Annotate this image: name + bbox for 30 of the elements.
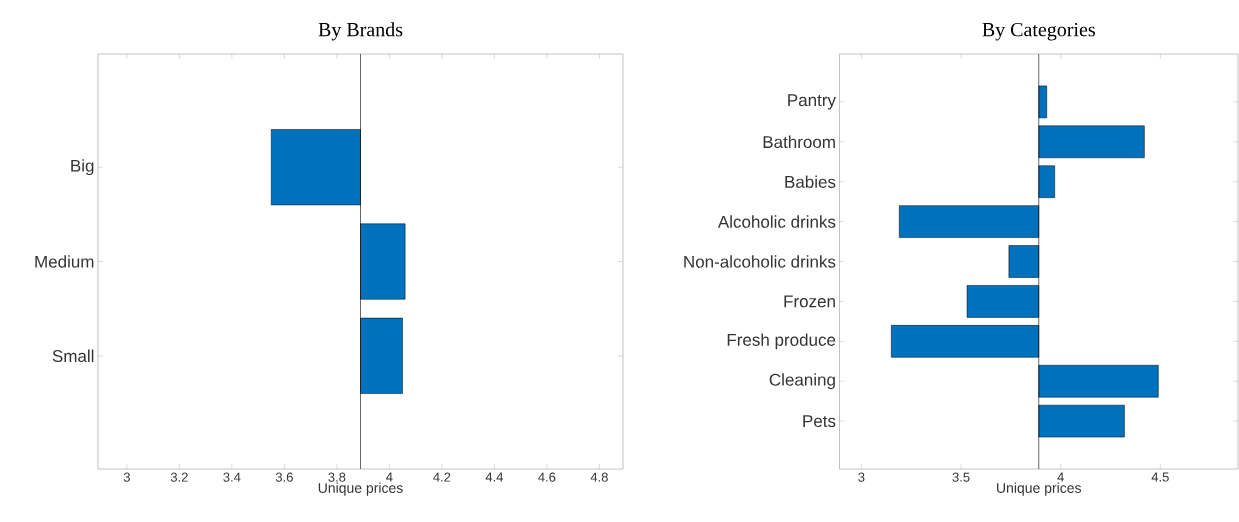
y-tick-label: Small bbox=[52, 349, 94, 363]
x-tick-label: 3.5 bbox=[952, 472, 970, 482]
x-tick-label: 3.4 bbox=[223, 472, 241, 482]
x-tick-label: 3.6 bbox=[275, 472, 293, 482]
y-tick-label: Pets bbox=[803, 415, 836, 428]
x-tick-label: 4.5 bbox=[1151, 472, 1169, 482]
y-tick-label: Medium bbox=[35, 255, 94, 268]
x-tick-label: 3.2 bbox=[170, 472, 188, 482]
y-tick-label: Fresh produce bbox=[727, 333, 836, 350]
x-tick-label: 3.8 bbox=[328, 472, 346, 482]
chart-title: By Brands bbox=[318, 22, 403, 41]
y-tick-label: Babies bbox=[785, 175, 836, 188]
x-tick-label: 4.8 bbox=[590, 472, 608, 482]
x-axis-title: Unique prices bbox=[318, 482, 403, 496]
x-tick-label: 3 bbox=[123, 472, 130, 482]
x-tick-label: 4 bbox=[386, 472, 393, 482]
x-tick-label: 4 bbox=[1057, 472, 1064, 482]
y-tick-label: Cleaning bbox=[769, 373, 835, 390]
y-tick-label: Bathroom bbox=[763, 135, 835, 149]
y-tick-label: Alcoholic drinks bbox=[717, 215, 836, 228]
x-tick-label: 4.6 bbox=[538, 472, 556, 482]
x-tick-label: 3 bbox=[858, 472, 865, 482]
x-tick-label: 4.4 bbox=[485, 472, 504, 482]
y-tick-label: Big bbox=[71, 159, 94, 176]
y-tick-label: Non-alcoholic drinks bbox=[684, 255, 836, 268]
y-tick-label: Frozen bbox=[784, 295, 835, 308]
x-axis-title: Unique prices bbox=[997, 482, 1082, 496]
y-tick-label: Pantry bbox=[788, 94, 836, 110]
x-tick-label: 4.2 bbox=[433, 472, 451, 482]
chart-title: By Categories bbox=[982, 22, 1095, 41]
